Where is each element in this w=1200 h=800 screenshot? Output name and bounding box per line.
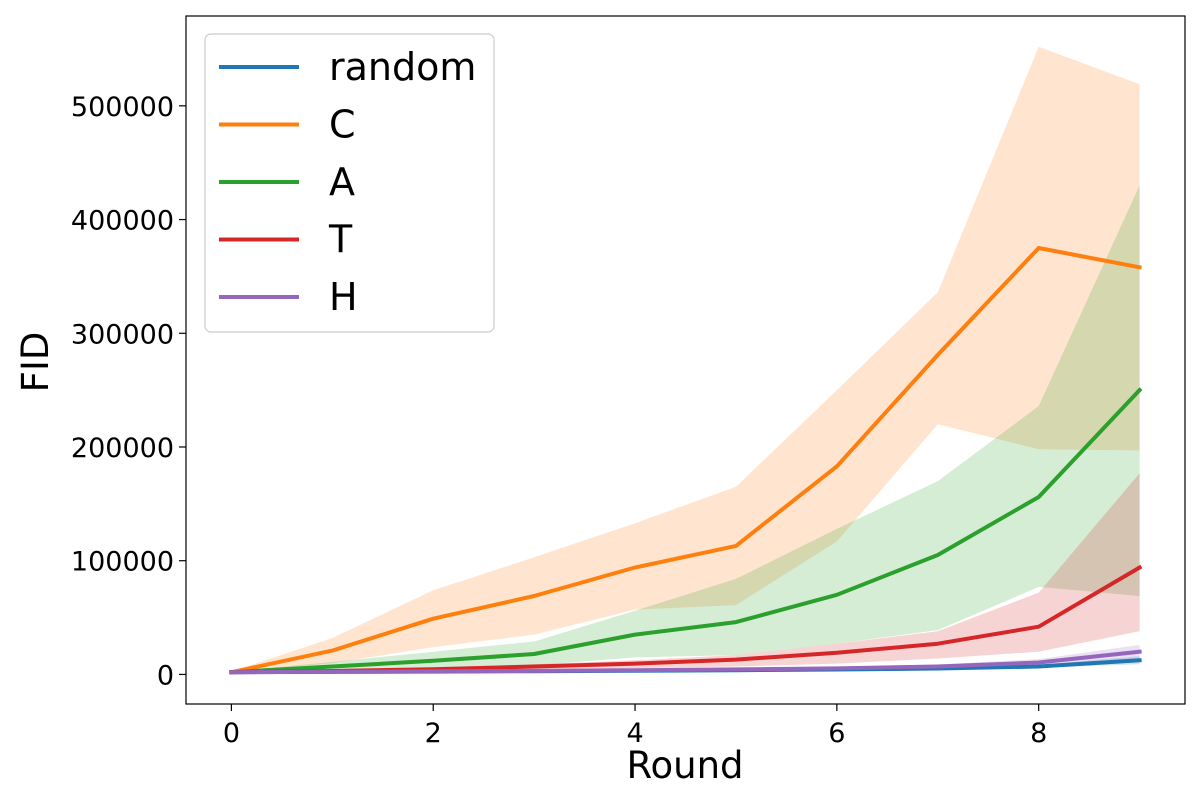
x-tick-label-8: 8	[1030, 718, 1047, 749]
y-tick-label-300000: 300000	[71, 319, 174, 350]
series-line-H	[229, 649, 1142, 675]
legend-label-C: C	[329, 103, 356, 147]
legend-label-T: T	[328, 218, 353, 262]
x-axis-ticks: 0 2 4 6 8	[223, 704, 1047, 749]
legend-box	[204, 33, 495, 333]
series-line-C	[229, 246, 1142, 675]
legend-label-A: A	[329, 160, 355, 204]
y-tick-label-0: 0	[157, 660, 174, 691]
y-axis-ticks: 0 100000 200000 300000 400000 500000	[71, 92, 186, 691]
plot-frame	[185, 15, 1186, 705]
y-tick-label-200000: 200000	[71, 433, 174, 464]
legend-label-random: random	[329, 45, 476, 89]
y-axis-title: FID	[14, 332, 57, 393]
y-tick-label-100000: 100000	[71, 547, 174, 578]
series-lines	[229, 246, 1143, 675]
x-tick-label-6: 6	[828, 718, 845, 749]
x-tick-label-4: 4	[626, 718, 643, 749]
y-tick-label-500000: 500000	[71, 92, 174, 123]
series-line-A	[229, 387, 1143, 675]
legend-label-H: H	[329, 275, 358, 319]
y-tick-label-400000: 400000	[71, 206, 174, 237]
x-axis-title: Round	[626, 744, 743, 787]
band-C	[231, 46, 1140, 673]
x-tick-label-2: 2	[425, 718, 442, 749]
band-A	[231, 185, 1140, 673]
x-tick-label-0: 0	[223, 718, 240, 749]
